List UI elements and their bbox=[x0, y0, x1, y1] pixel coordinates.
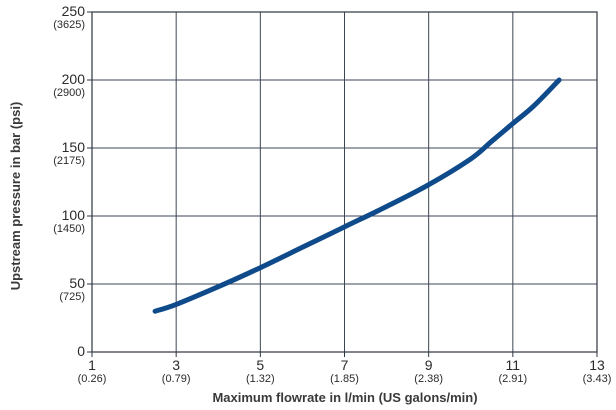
x-tick-label: 11 bbox=[506, 357, 521, 373]
x-tick-sublabel: (0.79) bbox=[162, 373, 191, 385]
y-tick-label: 100 bbox=[62, 207, 86, 223]
series-line bbox=[152, 77, 562, 314]
x-tick-label: 5 bbox=[256, 357, 264, 373]
grid-lines bbox=[92, 12, 597, 352]
y-axis-label: Upstream pressure in bar (psi) bbox=[8, 102, 23, 291]
x-tick-sublabel: (1.32) bbox=[246, 373, 275, 385]
y-tick-label: 150 bbox=[62, 139, 86, 155]
y-axis-ticks: 0 50(725) 100(1450) 150(2175) 200(2900) 250(3… bbox=[53, 3, 92, 359]
y-tick-sublabel: (2175) bbox=[53, 155, 85, 167]
x-tick-sublabel: (0.26) bbox=[78, 373, 107, 385]
y-tick-label: 0 bbox=[77, 343, 85, 359]
y-tick-sublabel: (725) bbox=[59, 291, 85, 303]
y-tick-label: 250 bbox=[62, 3, 86, 19]
y-tick-label: 200 bbox=[62, 71, 86, 87]
y-tick-sublabel: (3625) bbox=[53, 19, 85, 31]
x-tick-label: 13 bbox=[589, 357, 605, 373]
x-tick-sublabel: (2.91) bbox=[498, 373, 527, 385]
x-tick-label: 1 bbox=[88, 357, 96, 373]
y-tick-sublabel: (1450) bbox=[53, 223, 85, 235]
x-axis-ticks: 1(0.26) 3(0.79) 5(1.32) 7(1.85) 9(2.38) 11(2.… bbox=[78, 352, 612, 385]
x-tick-sublabel: (2.38) bbox=[414, 373, 443, 385]
x-tick-label: 7 bbox=[341, 357, 349, 373]
y-tick-sublabel: (2900) bbox=[53, 87, 85, 99]
series-group bbox=[152, 77, 562, 314]
x-tick-label: 9 bbox=[425, 357, 433, 373]
x-tick-label: 3 bbox=[172, 357, 180, 373]
x-axis-label: Maximum flowrate in l/min (US galons/min… bbox=[212, 390, 477, 405]
x-tick-sublabel: (3.43) bbox=[583, 373, 612, 385]
x-tick-sublabel: (1.85) bbox=[330, 373, 359, 385]
y-tick-label: 50 bbox=[69, 275, 85, 291]
